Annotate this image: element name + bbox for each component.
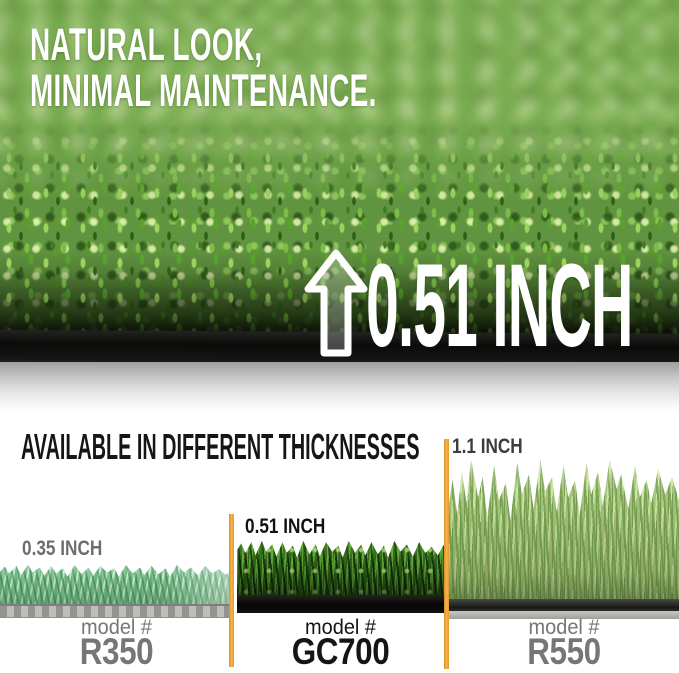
turf-sample-r550	[448, 460, 679, 605]
divider-bar-right	[444, 439, 449, 669]
height-label-r350: 0.35 INCH	[22, 536, 103, 560]
model-number-gc700: GC700	[291, 631, 390, 672]
model-caption-r350: model # R350	[0, 616, 233, 672]
model-number-r350: R350	[79, 631, 154, 672]
model-prefix-r550: model #	[528, 616, 600, 639]
hero-headline-line2: MINIMAL MAINTENANCE.	[30, 65, 377, 116]
turf-sample-r350	[0, 565, 233, 607]
turf-backing-r550	[448, 599, 679, 611]
turf-backing-r550-gray-edge	[448, 611, 679, 619]
turf-backing-gc700	[237, 595, 444, 613]
pile-height-value: 0.51 INCH	[366, 240, 633, 372]
height-label-r550: 1.1 INCH	[452, 434, 523, 458]
hero-headline-line1: NATURAL LOOK,	[30, 19, 263, 70]
model-caption-r550: model # R550	[449, 616, 679, 672]
turf-blur-overlay	[0, 0, 679, 212]
model-number-r550: R550	[527, 631, 601, 672]
thickness-comparison-section: AVAILABLE IN DIFFERENT THICKNESSES 0.35 …	[0, 420, 679, 673]
hero-section: NATURAL LOOK, MINIMAL MAINTENANCE. 0.51 I…	[0, 0, 679, 420]
model-prefix-gc700: model #	[305, 616, 376, 639]
model-caption-gc700: model # GC700	[237, 616, 444, 672]
height-label-gc700: 0.51 INCH	[245, 514, 326, 538]
comparison-title: AVAILABLE IN DIFFERENT THICKNESSES	[21, 426, 420, 467]
floor-surface	[0, 362, 679, 420]
hero-headline: NATURAL LOOK, MINIMAL MAINTENANCE.	[30, 22, 377, 114]
turf-backing-r350	[0, 604, 233, 618]
turf-sample-gc700	[237, 541, 444, 601]
up-arrow-icon	[304, 249, 368, 357]
model-prefix-r350: model #	[81, 616, 152, 639]
divider-bar-left	[229, 514, 234, 667]
